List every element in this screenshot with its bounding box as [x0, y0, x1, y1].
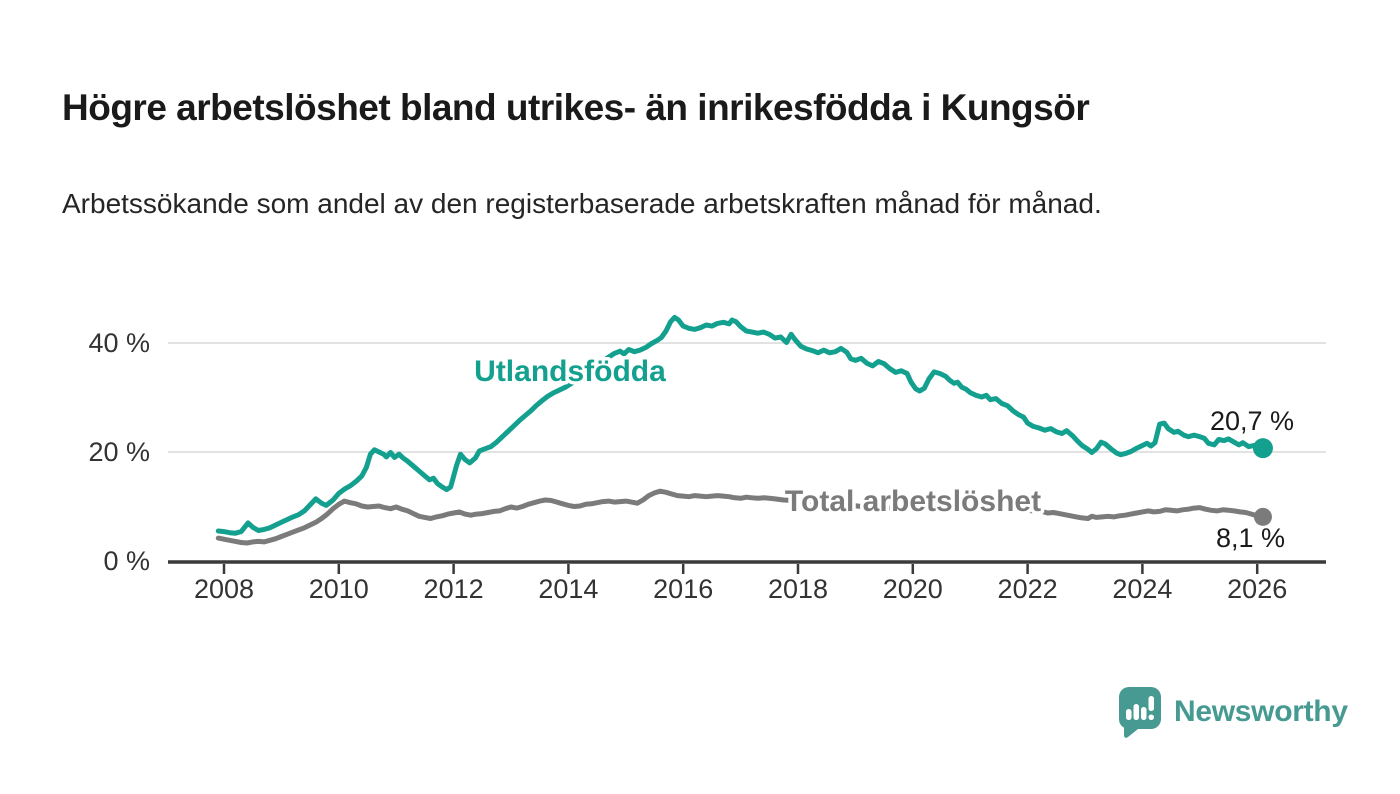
newsworthy-logo-icon [1118, 687, 1161, 738]
series-label-total-arbetsloshet: Total arbetslöshet [785, 485, 1041, 518]
x-tick-label: 2026 [1227, 574, 1287, 604]
x-tick-label: 2016 [653, 574, 713, 604]
end-dot-layer [1252, 438, 1273, 526]
series-line-total-arbetsloshet [215, 488, 1266, 546]
page-title: Högre arbetslöshet bland utrikes- än inr… [62, 86, 1090, 128]
x-tick-label: 2014 [538, 574, 598, 604]
end-dot-total-arbetsloshet [1253, 507, 1272, 526]
x-tick-label: 2018 [768, 574, 828, 604]
series-label-utlandsfodda: Utlandsfödda [474, 355, 666, 388]
x-tick-label: 2008 [194, 574, 254, 604]
end-value-utlandsfodda: 20,7 % [1210, 406, 1294, 436]
x-tick-label: 2010 [309, 574, 369, 604]
brand-name: Newsworthy [1174, 695, 1348, 728]
end-value-layer: 20,7 % 8,1 % [1210, 406, 1294, 553]
x-tick-label: 2024 [1112, 574, 1172, 604]
y-tick-label: 0 % [103, 546, 150, 576]
series-line-utlandsfodda [215, 314, 1266, 536]
y-tick-label: 40 % [88, 328, 150, 358]
series-label-layer: Utlandsfödda Total arbetslöshet [471, 352, 1045, 522]
page-subtitle: Arbetssökande som andel av den registerb… [62, 188, 1102, 219]
end-value-total-arbetsloshet: 8,1 % [1216, 523, 1285, 553]
x-tick-label: 2022 [998, 574, 1058, 604]
end-dot-utlandsfodda [1252, 438, 1273, 459]
newsworthy-branding: Newsworthy [1118, 686, 1348, 738]
axis-layer: 2008 2010 2012 2014 2016 2018 2020 2022 2024 2026… [88, 328, 1326, 604]
x-tick-label: 2012 [424, 574, 484, 604]
x-tick-label: 2020 [883, 574, 943, 604]
y-tick-label: 20 % [88, 437, 150, 467]
series-layer [215, 314, 1266, 546]
